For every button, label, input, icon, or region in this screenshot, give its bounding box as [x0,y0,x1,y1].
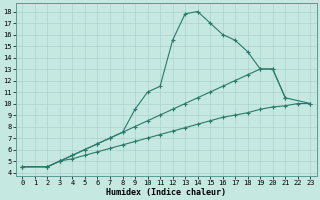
X-axis label: Humidex (Indice chaleur): Humidex (Indice chaleur) [106,188,226,197]
